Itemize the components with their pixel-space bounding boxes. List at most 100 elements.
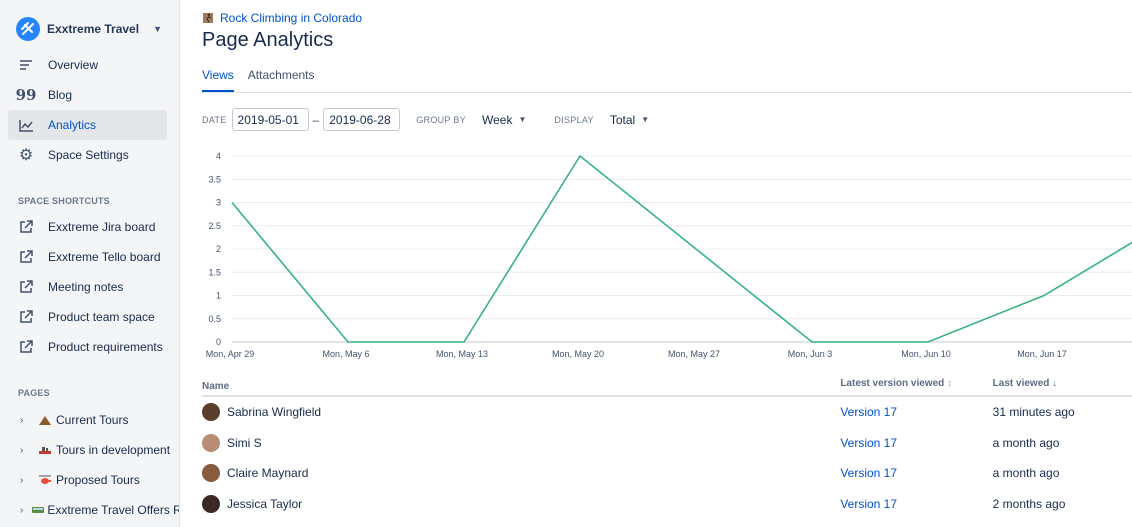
- avatar: [202, 494, 220, 513]
- x-tick-label: Mon, Jun 3: [788, 349, 833, 359]
- views-series-line: [231, 154, 1132, 343]
- shortcut-item[interactable]: Exxtreme Tello board: [8, 242, 167, 272]
- shortcut-label: Product requirements: [48, 340, 163, 354]
- page-tree-item[interactable]: › Exxtreme Travel Offers Ro: [0, 495, 179, 525]
- sidebar: Exxtreme Travel ▼ Overview 99 Blog Analy…: [0, 0, 180, 527]
- col-header-version[interactable]: Latest version viewed ↕: [840, 378, 992, 395]
- date-separator: –: [312, 112, 320, 127]
- avatar: [202, 433, 220, 452]
- page-title: Page Analytics: [202, 29, 334, 51]
- space-header[interactable]: Exxtreme Travel ▼: [0, 0, 179, 58]
- page-label: Exxtreme Travel Offers Ro: [47, 503, 180, 517]
- nav-analytics[interactable]: Analytics: [8, 110, 167, 140]
- space-logo-icon: [16, 17, 40, 41]
- y-tick-label: 4: [216, 151, 221, 161]
- avatar: [202, 403, 220, 422]
- tabs: Views Attachments: [202, 68, 1132, 93]
- page-label: Tours in development: [56, 443, 171, 457]
- sort-icon: ↕: [947, 378, 953, 389]
- page-tree-item[interactable]: › Proposed Tours: [0, 465, 179, 495]
- y-tick-label: 1: [216, 291, 221, 301]
- shortcut-label: Exxtreme Jira board: [48, 220, 156, 234]
- page-tree-item[interactable]: › Current Tours: [0, 405, 179, 435]
- bus-icon: [31, 504, 45, 516]
- table-row: Simi S Version 17 a month ago: [202, 428, 1132, 459]
- user-name[interactable]: Jessica Taylor: [227, 496, 303, 511]
- chevron-down-icon[interactable]: ▼: [153, 24, 162, 34]
- space-name: Exxtreme Travel: [47, 22, 140, 36]
- viewers-table: Name Latest version viewed ↕ Last viewed…: [202, 378, 1132, 519]
- views-line-chart: 0 0.5 1 1.5 2 2.5 3 3.5 4 Mon, Apr 29 Mon, May 6 Mo…: [206, 151, 1132, 359]
- external-link-icon: [18, 339, 34, 355]
- x-tick-label: Mon, Apr 29: [206, 349, 255, 359]
- col-header-last-label: Last viewed: [992, 378, 1050, 389]
- date-from-input[interactable]: 2019-05-01: [231, 108, 309, 131]
- breadcrumb[interactable]: Rock Climbing in Colorado: [202, 11, 1132, 25]
- version-link[interactable]: Version 17: [840, 405, 898, 420]
- y-tick-label: 2.5: [208, 221, 221, 231]
- breadcrumb-link[interactable]: Rock Climbing in Colorado: [220, 11, 363, 25]
- mountain-icon: [38, 414, 54, 426]
- version-link[interactable]: Version 17: [840, 466, 898, 481]
- x-tick-label: Mon, May 13: [436, 349, 488, 359]
- chevron-right-icon[interactable]: ›: [20, 504, 24, 516]
- date-to-input[interactable]: 2019-06-28: [323, 108, 401, 131]
- nav-blog[interactable]: 99 Blog: [8, 80, 167, 110]
- group-by-label: GROUP BY: [416, 114, 466, 125]
- x-tick-label: Mon, May 20: [552, 349, 604, 359]
- external-link-icon: [18, 279, 34, 295]
- user-name[interactable]: Sabrina Wingfield: [227, 405, 322, 420]
- shortcut-item[interactable]: Meeting notes: [8, 272, 167, 302]
- y-tick-label: 3: [216, 198, 221, 208]
- nav-label: Space Settings: [48, 148, 129, 162]
- shortcut-item[interactable]: Product team space: [8, 302, 167, 332]
- page-label: Current Tours: [56, 413, 129, 427]
- version-link[interactable]: Version 17: [840, 496, 898, 511]
- page-tree-item[interactable]: › Tours in development: [0, 435, 179, 465]
- chevron-down-icon: ▼: [641, 115, 650, 124]
- tab-attachments[interactable]: Attachments: [247, 68, 315, 82]
- x-tick-label: Mon, Jun 17: [1017, 349, 1067, 359]
- nav-label: Analytics: [48, 118, 97, 132]
- last-viewed: a month ago: [992, 435, 1060, 450]
- nav-label: Overview: [48, 58, 99, 72]
- pages-section-title: PAGES: [18, 388, 50, 398]
- main-content: Rock Climbing in Colorado Page Analytics…: [180, 0, 1132, 527]
- climbing-icon: [202, 12, 214, 24]
- nav-label: Blog: [48, 88, 73, 102]
- blog-quote-icon: 99: [15, 86, 37, 104]
- gear-icon: ⚙: [18, 147, 34, 164]
- last-viewed: 31 minutes ago: [992, 405, 1075, 420]
- user-name[interactable]: Simi S: [227, 435, 262, 450]
- date-label: DATE: [202, 114, 227, 125]
- shortcut-label: Meeting notes: [48, 280, 124, 294]
- page-label: Proposed Tours: [56, 473, 140, 487]
- chevron-right-icon[interactable]: ›: [20, 474, 24, 486]
- group-by-value: Week: [481, 112, 513, 127]
- tab-views[interactable]: Views: [202, 68, 234, 92]
- last-viewed: a month ago: [992, 466, 1060, 481]
- nav-overview[interactable]: Overview: [8, 50, 167, 80]
- shortcut-item[interactable]: Product requirements: [8, 332, 167, 362]
- group-by-dropdown[interactable]: Week ▼: [482, 113, 526, 127]
- table-row: Jessica Taylor Version 17 2 months ago: [202, 489, 1132, 520]
- chevron-right-icon[interactable]: ›: [20, 414, 24, 426]
- table-row: Claire Maynard Version 17 a month ago: [202, 458, 1132, 489]
- ship-icon: [38, 444, 54, 456]
- chevron-right-icon[interactable]: ›: [20, 444, 24, 456]
- overview-icon: [18, 57, 34, 73]
- y-tick-label: 3.5: [208, 174, 221, 184]
- version-link[interactable]: Version 17: [840, 435, 898, 450]
- table-header: Name Latest version viewed ↕ Last viewed…: [202, 378, 1132, 397]
- x-tick-label: Mon, May 6: [322, 349, 369, 359]
- shortcut-item[interactable]: Exxtreme Jira board: [8, 212, 167, 242]
- chevron-down-icon: ▼: [518, 115, 527, 124]
- user-name[interactable]: Claire Maynard: [227, 466, 309, 481]
- col-header-name[interactable]: Name: [202, 381, 230, 392]
- filters-bar: DATE 2019-05-01 – 2019-06-28 GROUP BY We…: [202, 108, 1132, 131]
- x-tick-label: Mon, Jun 10: [901, 349, 951, 359]
- external-link-icon: [18, 249, 34, 265]
- nav-space-settings[interactable]: ⚙ Space Settings: [8, 140, 167, 170]
- col-header-last-viewed[interactable]: Last viewed ↓: [993, 378, 1132, 395]
- display-dropdown[interactable]: Total ▼: [610, 113, 649, 127]
